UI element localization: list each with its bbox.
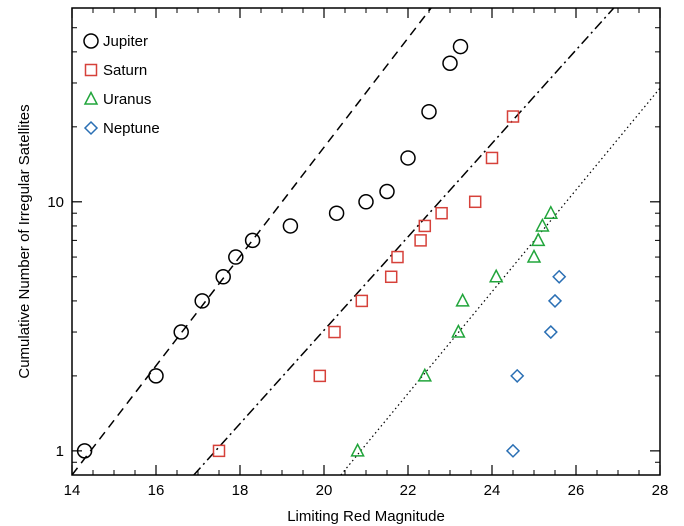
axis-ticks (71, 8, 661, 476)
x-tick-label: 24 (484, 482, 501, 499)
x-tick-label: 16 (148, 482, 165, 499)
data-point-jupiter (442, 55, 458, 72)
series-neptune (505, 269, 567, 458)
data-point-neptune (510, 368, 525, 383)
data-point-jupiter (148, 368, 164, 384)
data-point-uranus (451, 323, 466, 338)
data-point-jupiter (328, 205, 345, 221)
series-saturn (212, 110, 520, 458)
data-point-saturn (435, 206, 448, 220)
data-point-uranus (526, 248, 542, 263)
legend-label-neptune: Neptune (103, 120, 160, 137)
data-point-neptune (505, 443, 521, 458)
data-point-jupiter (173, 324, 189, 340)
plot-frame (71, 7, 661, 476)
data-point-saturn (506, 110, 520, 123)
fit-line-dashed (72, 8, 432, 475)
data-point-uranus (535, 217, 550, 232)
data-point-neptune (552, 269, 567, 284)
legend-marker-neptune (83, 120, 99, 136)
legend-label-saturn: Saturn (103, 62, 147, 79)
legend-marker-saturn (84, 63, 98, 77)
legend-marker-jupiter (83, 33, 99, 49)
data-point-saturn (391, 250, 404, 264)
fit-lines (72, 8, 660, 475)
y-axis-title: Cumulative Number of Irregular Satellite… (16, 104, 33, 378)
series-jupiter (76, 38, 469, 459)
data-point-uranus (488, 268, 504, 283)
data-point-saturn (418, 219, 432, 233)
y-tick-label: 10 (47, 194, 64, 211)
x-tick-label: 18 (232, 482, 249, 499)
legend-label-uranus: Uranus (103, 91, 151, 108)
data-point-uranus (530, 232, 546, 247)
data-point-saturn (468, 195, 482, 209)
data-point-saturn (384, 270, 398, 284)
data-point-jupiter (228, 249, 244, 265)
data-point-jupiter (215, 269, 231, 285)
legend-item-uranus: Uranus (83, 90, 151, 108)
fit-line-dashdot (193, 8, 615, 475)
data-point-jupiter (282, 218, 299, 234)
legend: Jupiter Saturn Uranus Neptune (83, 33, 160, 137)
data-point-uranus (455, 292, 470, 307)
data-point-jupiter (244, 232, 261, 249)
x-tick-label: 20 (316, 482, 333, 499)
data-point-jupiter (194, 293, 210, 309)
legend-item-saturn: Saturn (84, 62, 147, 79)
x-tick-label: 28 (652, 482, 669, 499)
data-point-uranus (543, 205, 559, 219)
legend-label-jupiter: Jupiter (103, 33, 148, 50)
legend-item-jupiter: Jupiter (83, 33, 148, 50)
data-point-saturn (355, 294, 369, 308)
series-uranus (350, 205, 559, 457)
data-point-uranus (417, 367, 433, 382)
x-axis-title: Limiting Red Magnitude (287, 508, 445, 525)
data-markers (76, 38, 567, 459)
data-point-neptune (547, 293, 563, 308)
legend-item-neptune: Neptune (83, 120, 160, 137)
x-tick-label: 14 (64, 482, 81, 499)
data-point-saturn (328, 325, 341, 339)
x-tick-label: 26 (568, 482, 585, 499)
data-point-uranus (350, 442, 365, 457)
tick-labels: 14 16 18 20 22 24 26 28 1 10 (47, 194, 668, 499)
data-point-jupiter (421, 103, 437, 120)
data-point-neptune (543, 324, 558, 340)
data-point-jupiter (379, 183, 395, 200)
data-point-jupiter (452, 38, 469, 55)
y-tick-label: 1 (56, 443, 64, 460)
data-point-saturn (414, 234, 427, 247)
data-point-saturn (313, 369, 327, 383)
x-tick-label: 22 (400, 482, 417, 499)
data-point-saturn (212, 444, 226, 458)
data-point-jupiter (400, 150, 416, 166)
data-point-jupiter (358, 194, 374, 210)
data-point-saturn (485, 151, 499, 165)
legend-marker-uranus (83, 90, 99, 105)
